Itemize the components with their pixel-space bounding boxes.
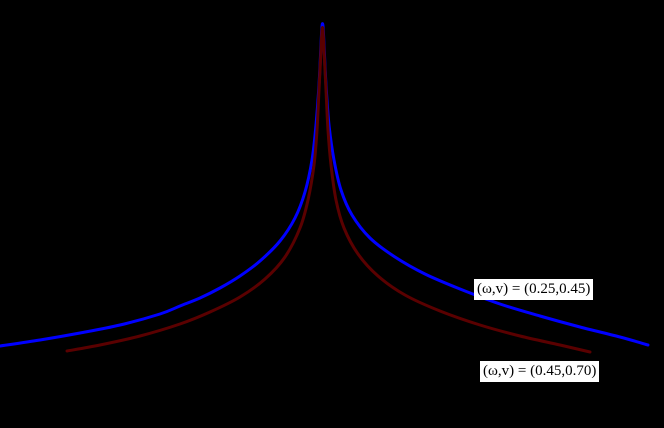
annotation-series-2: (ω,v) = (0.45,0.70) [480, 361, 600, 382]
annotation-series-1: (ω,v) = (0.25,0.45) [474, 279, 594, 300]
curve-series-2 [65, 26, 592, 354]
